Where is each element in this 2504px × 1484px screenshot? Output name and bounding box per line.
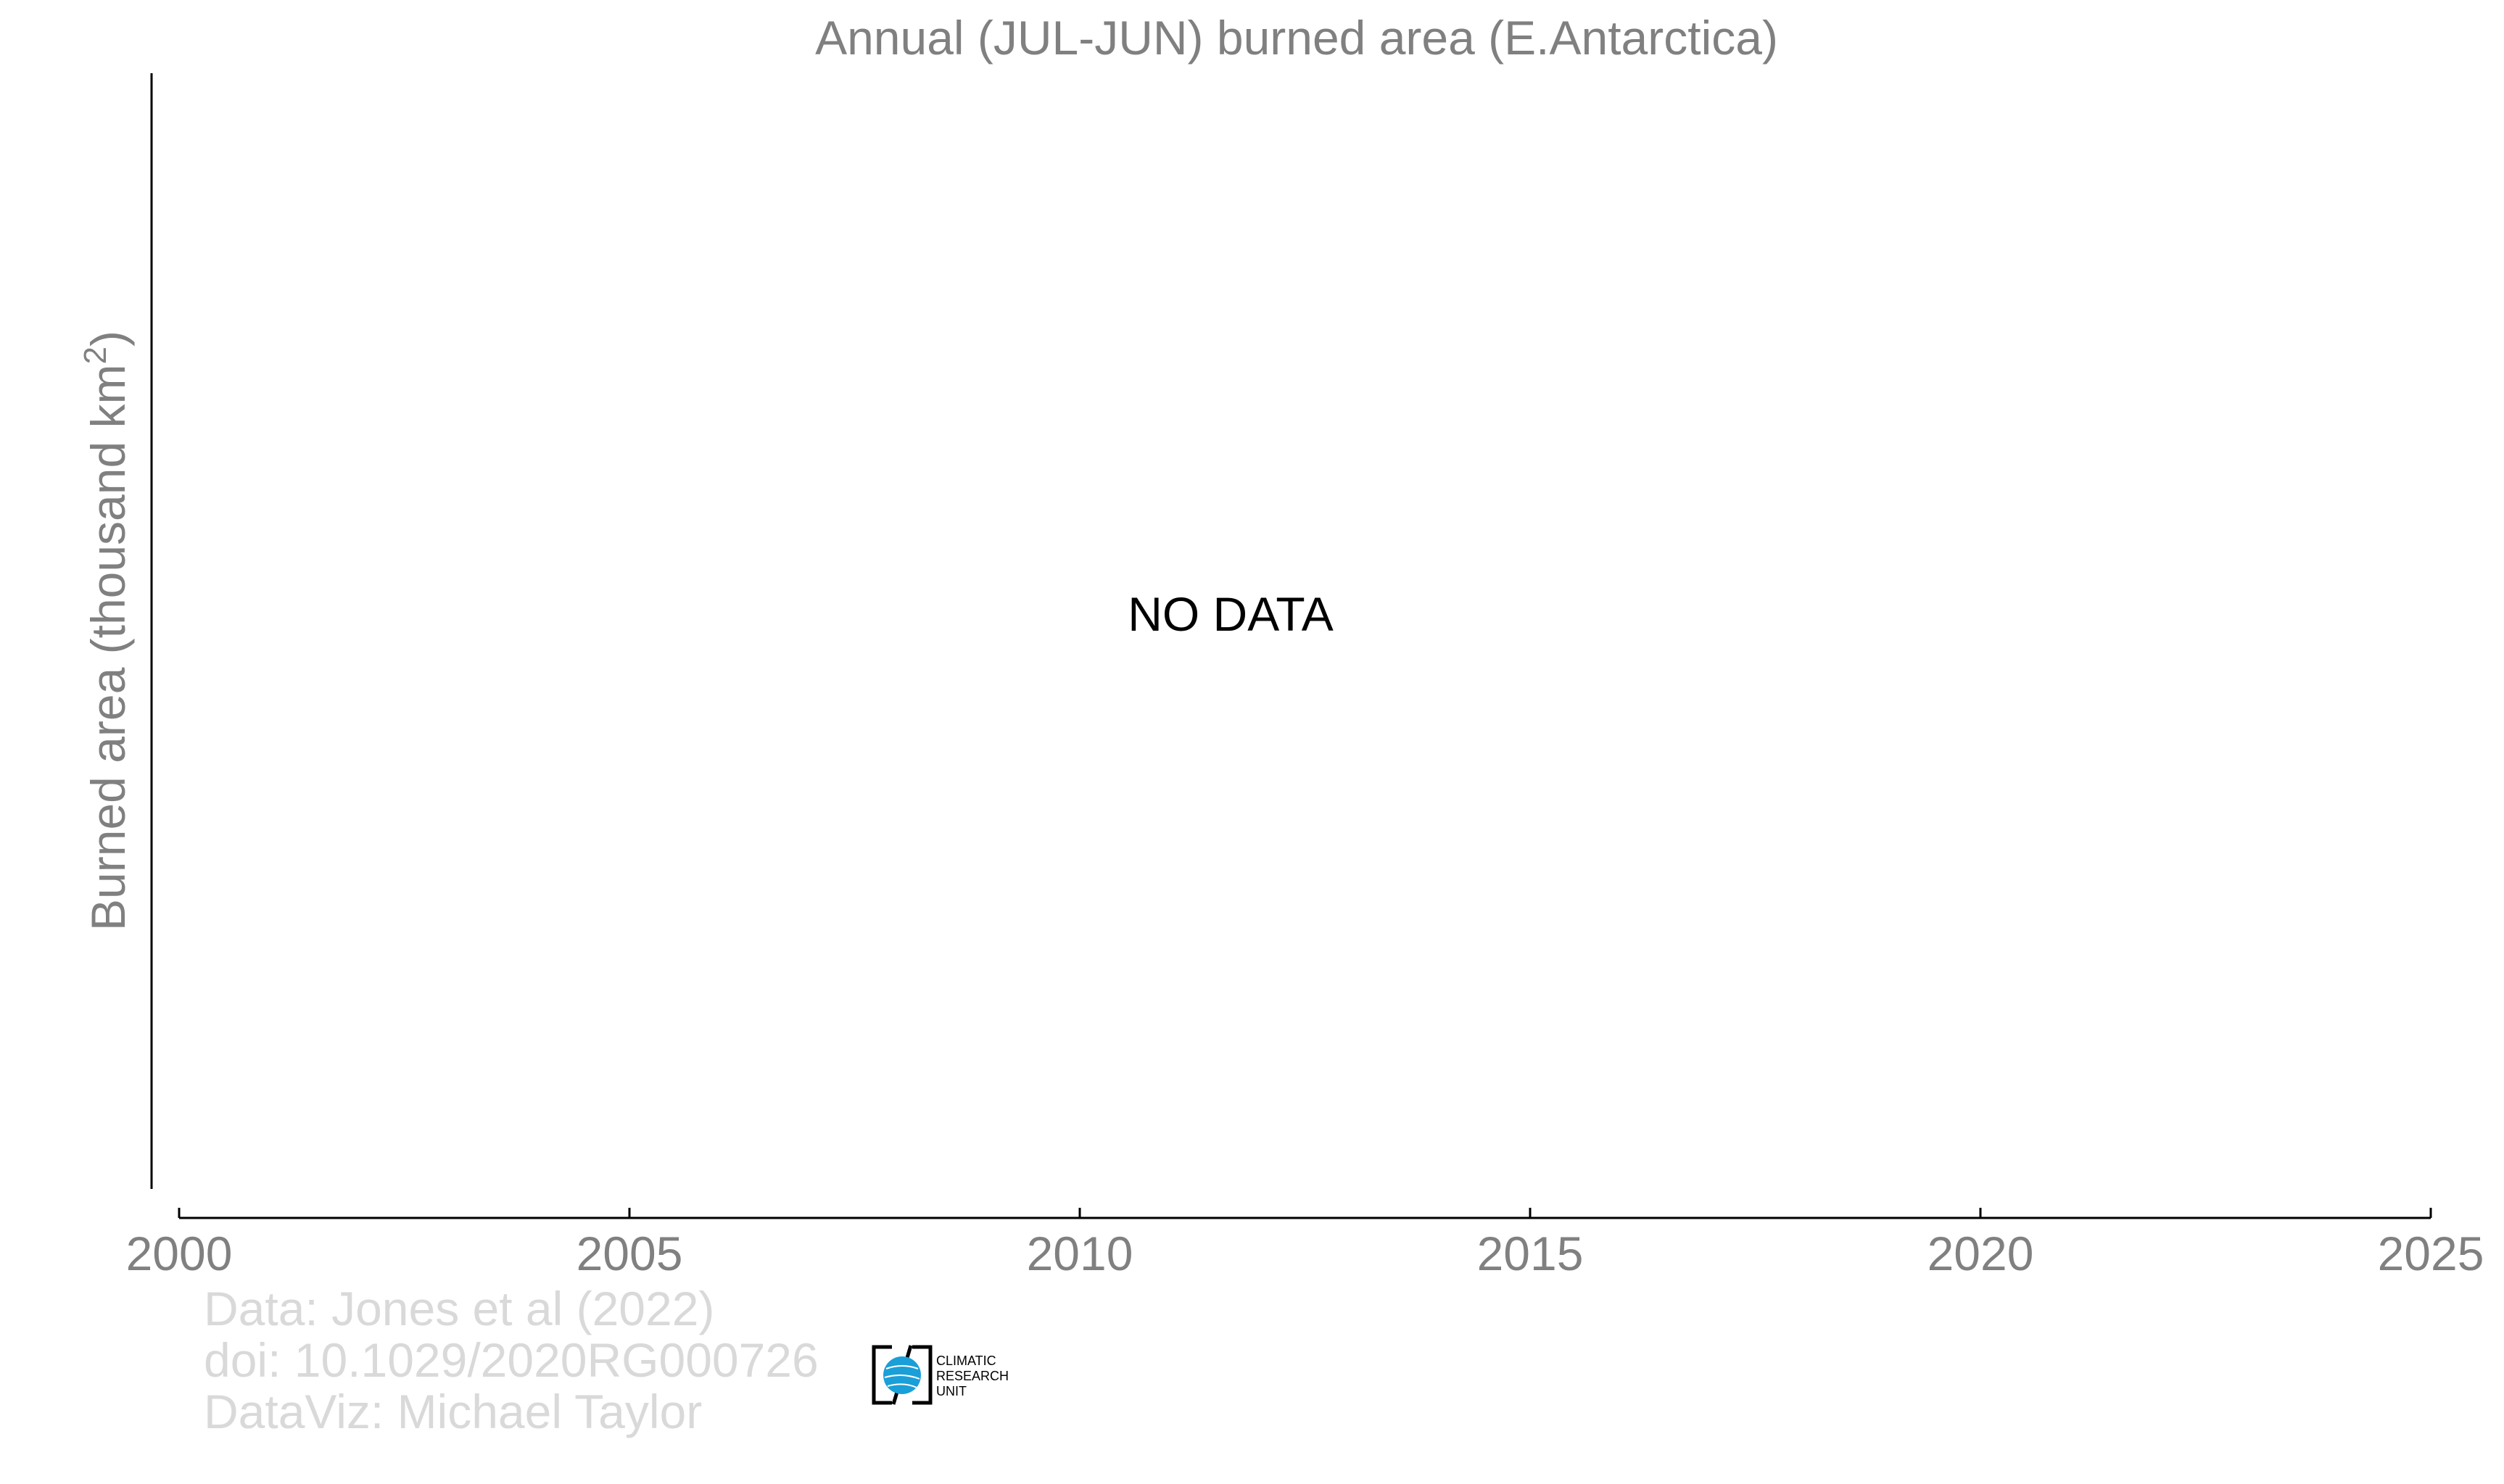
cru-logo-text-unit: UNIT — [936, 1384, 967, 1398]
y-axis-label-sup: 2 — [78, 347, 113, 364]
credit-dataviz: DataViz: Michael Taylor — [204, 1385, 702, 1438]
x-tick-label: 2005 — [577, 1227, 683, 1280]
x-tick-label: 2000 — [126, 1227, 233, 1280]
chart-title: Annual (JUL-JUN) burned area (E.Antarcti… — [815, 11, 1778, 65]
credits: Data: Jones et al (2022) doi: 10.1029/20… — [204, 1282, 819, 1438]
credit-data-source: Data: Jones et al (2022) — [204, 1282, 714, 1335]
y-axis-label: Burned area (thousand km2) — [78, 331, 135, 931]
cru-logo: CLIMATIC RESEARCH UNIT — [872, 1345, 1009, 1405]
credit-doi: doi: 10.1029/2020RG000726 — [204, 1333, 819, 1387]
x-tick-label: 2010 — [1027, 1227, 1133, 1280]
x-tick-label: 2015 — [1477, 1227, 1584, 1280]
no-data-message: NO DATA — [1128, 587, 1334, 641]
cru-logo-text-research: RESEARCH — [936, 1369, 1009, 1383]
x-ticks: 2000 2005 2010 2015 2020 2025 — [126, 1208, 2484, 1280]
y-axis-label-tail: ) — [81, 331, 135, 347]
cru-logo-text-climatic: CLIMATIC — [936, 1354, 996, 1368]
y-axis-label-main: Burned area (thousand km — [81, 365, 135, 931]
cru-logo-frame-icon — [872, 1345, 933, 1405]
x-tick-label: 2020 — [1927, 1227, 2034, 1280]
x-tick-label: 2025 — [2378, 1227, 2484, 1280]
cru-logo-globe-lines-icon — [884, 1365, 920, 1388]
